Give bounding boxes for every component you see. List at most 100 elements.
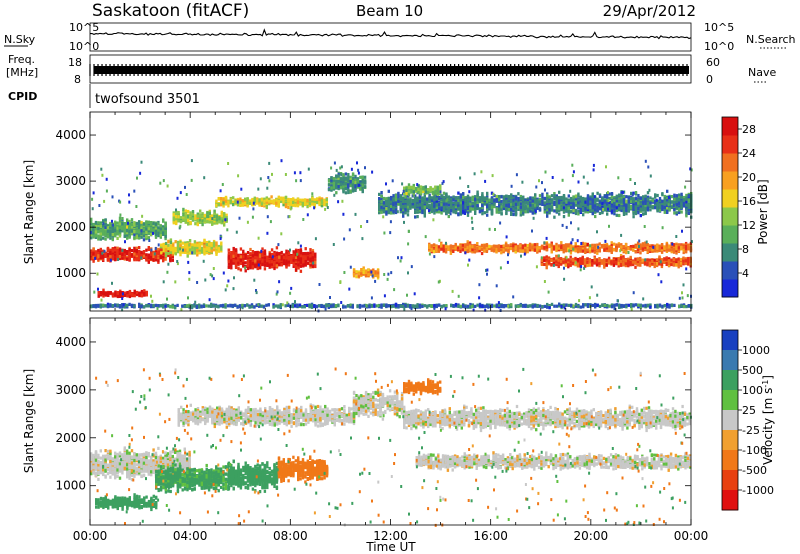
heatmap-cell <box>433 205 435 208</box>
heatmap-cell <box>276 246 278 249</box>
heatmap-cell <box>287 203 289 206</box>
heatmap-cell <box>281 251 283 254</box>
heatmap-cell <box>517 197 519 200</box>
heatmap-cell <box>225 200 227 203</box>
heatmap-cell <box>539 194 541 197</box>
heatmap-cell <box>350 189 352 192</box>
heatmap-cell <box>185 219 187 222</box>
heatmap-cell <box>353 269 355 272</box>
nave-right-tick-top: 60 <box>706 56 720 69</box>
heatmap-cell <box>505 212 507 215</box>
heatmap-cell <box>173 213 175 216</box>
heatmap-cell <box>121 222 123 225</box>
heatmap-cell <box>500 205 502 208</box>
heatmap-cell <box>215 241 217 244</box>
heatmap-cell <box>218 216 220 219</box>
heatmap-cell <box>404 200 406 203</box>
heatmap-cell <box>264 256 266 259</box>
heatmap-cell <box>109 234 111 237</box>
heatmap-cell <box>388 205 390 208</box>
heatmap-cell <box>119 220 121 223</box>
heatmap-cell <box>467 198 469 201</box>
heatmap-cell <box>189 251 191 254</box>
heatmap-cell <box>197 219 199 222</box>
heatmap-cell <box>247 255 249 258</box>
heatmap-cell <box>280 198 282 201</box>
heatmap-cell <box>428 196 430 199</box>
heatmap-cell <box>232 203 234 206</box>
heatmap-cell <box>522 209 524 212</box>
heatmap-cell <box>452 206 454 209</box>
heatmap-cell <box>97 227 99 230</box>
heatmap-cell <box>392 202 394 205</box>
heatmap-cell <box>510 203 512 206</box>
heatmap-cell <box>240 255 242 258</box>
heatmap-cell <box>416 215 418 218</box>
heatmap-cell <box>184 249 186 252</box>
heatmap-cell <box>340 183 342 186</box>
heatmap-cell <box>148 227 150 230</box>
heatmap-cell <box>126 237 128 240</box>
heatmap-cell <box>285 196 287 199</box>
heatmap-cell <box>347 191 349 194</box>
heatmap-cell <box>150 256 152 259</box>
heatmap-cell <box>252 254 254 257</box>
heatmap-cell <box>107 258 109 261</box>
heatmap-cell <box>421 211 423 214</box>
heatmap-cell <box>197 215 199 218</box>
heatmap-cell <box>544 206 546 209</box>
heatmap-cell <box>524 210 526 213</box>
heatmap-cell <box>392 210 394 213</box>
heatmap-cell <box>472 202 474 205</box>
freq-label: Freq. <box>8 53 35 66</box>
heatmap-cell <box>237 254 239 257</box>
heatmap-cell <box>443 199 445 202</box>
heatmap-cell <box>112 294 114 297</box>
heatmap-cell <box>395 198 397 201</box>
heatmap-cell <box>187 249 189 252</box>
heatmap-cell <box>378 197 380 200</box>
heatmap-cell <box>419 200 421 203</box>
heatmap-cell <box>510 208 512 211</box>
heatmap-cell <box>109 231 111 234</box>
heatmap-cell <box>294 199 296 202</box>
heatmap-cell <box>467 201 469 204</box>
heatmap-cell <box>237 203 239 206</box>
heatmap-cell <box>148 248 150 251</box>
heatmap-cell <box>312 256 314 259</box>
heatmap-cell <box>175 249 177 252</box>
heatmap-cell <box>100 229 102 232</box>
heatmap-cell <box>383 204 385 207</box>
heatmap-cell <box>134 294 136 297</box>
heatmap-cell <box>201 242 203 245</box>
heatmap-cell <box>136 250 138 253</box>
heatmap-cell <box>203 245 205 248</box>
heatmap-cell <box>258 204 260 207</box>
heatmap-cell <box>227 204 229 207</box>
heatmap-cell <box>172 244 174 247</box>
heatmap-cell <box>157 252 159 255</box>
heatmap-cell <box>136 230 138 233</box>
heatmap-cell <box>206 247 208 250</box>
heatmap-cell <box>359 186 361 189</box>
heatmap-cell <box>245 254 247 257</box>
nave-right-tick-bottom: 0 <box>706 73 713 86</box>
heatmap-cell <box>126 252 128 255</box>
heatmap-cell <box>469 197 471 200</box>
heatmap-cell <box>307 256 309 259</box>
heatmap-cell <box>175 252 177 255</box>
heatmap-cell <box>520 211 522 214</box>
heatmap-cell <box>362 180 364 183</box>
heatmap-cell <box>215 250 217 253</box>
heatmap-cell <box>145 257 147 260</box>
heatmap-cell <box>134 291 136 294</box>
heatmap-cell <box>232 196 234 199</box>
heatmap-cell <box>347 185 349 188</box>
heatmap-cell <box>189 222 191 225</box>
heatmap-cell <box>414 215 416 218</box>
heatmap-cell <box>143 255 145 258</box>
heatmap-cell <box>173 217 175 220</box>
heatmap-cell <box>397 200 399 203</box>
nave-label: Nave <box>748 66 776 79</box>
heatmap-cell <box>138 234 140 237</box>
